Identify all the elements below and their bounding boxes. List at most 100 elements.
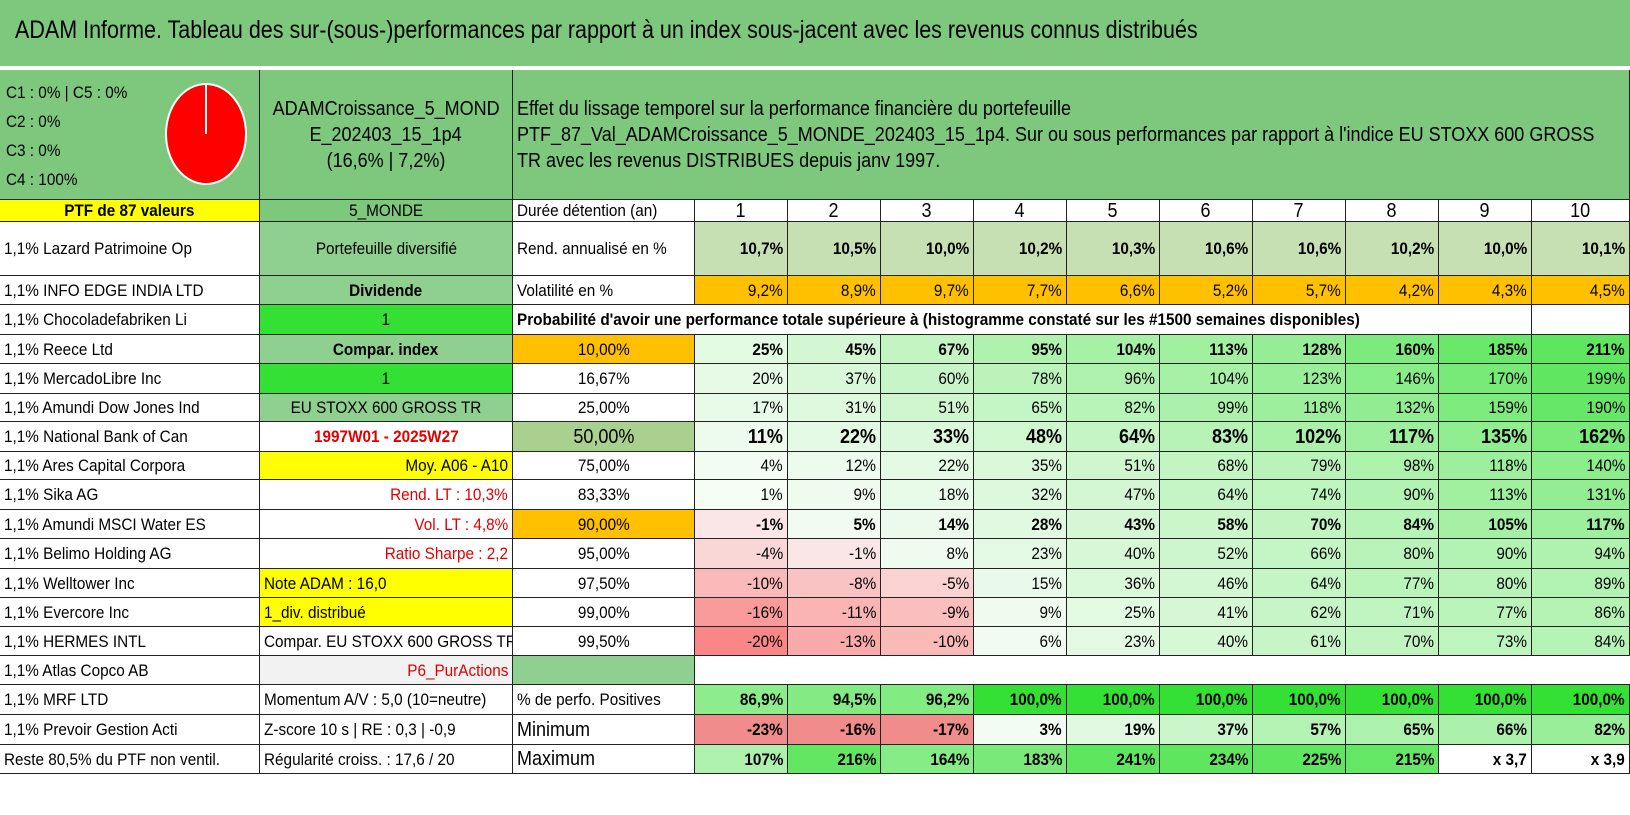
probability-value[interactable]: 80% xyxy=(1346,539,1439,569)
minimum-value[interactable]: -17% xyxy=(881,715,974,745)
probability-value[interactable]: 162% xyxy=(1532,422,1630,452)
description-cell[interactable]: Effet du lissage temporel sur la perform… xyxy=(513,70,1630,200)
probability-value[interactable]: 96% xyxy=(1067,364,1160,394)
volatilite-value[interactable]: 7,7% xyxy=(974,276,1067,305)
info-item[interactable]: 1 xyxy=(260,305,513,335)
positives-value[interactable]: 100,0% xyxy=(1067,685,1160,715)
info-item[interactable]: Dividende xyxy=(260,276,513,305)
year-header-3[interactable]: 3 xyxy=(881,200,974,222)
label-positives[interactable]: % de perfo. Positives xyxy=(513,685,695,715)
probability-value[interactable]: 83% xyxy=(1160,422,1253,452)
holding-item[interactable]: 1,1% Sika AG xyxy=(0,480,260,510)
probability-value[interactable]: 43% xyxy=(1067,510,1160,539)
holding-item[interactable]: 1,1% HERMES INTL xyxy=(0,627,260,656)
holding-item[interactable]: 1,1% Chocoladefabriken Li xyxy=(0,305,260,335)
positives-value[interactable]: 100,0% xyxy=(1160,685,1253,715)
probability-level[interactable]: 95,00% xyxy=(513,539,695,569)
probability-value[interactable]: 62% xyxy=(1253,598,1346,627)
year-header-8[interactable]: 8 xyxy=(1346,200,1439,222)
probability-value[interactable]: 113% xyxy=(1439,480,1532,510)
probability-value[interactable]: 82% xyxy=(1067,394,1160,422)
probability-level[interactable]: 99,00% xyxy=(513,598,695,627)
probability-value[interactable]: 46% xyxy=(1160,569,1253,598)
probability-value[interactable]: 84% xyxy=(1532,627,1630,656)
probability-value[interactable]: -5% xyxy=(881,569,974,598)
probability-value[interactable]: 146% xyxy=(1346,364,1439,394)
info-item[interactable]: 1997W01 - 2025W27 xyxy=(260,422,513,452)
probability-value[interactable]: 94% xyxy=(1532,539,1630,569)
info-item[interactable]: Z-score 10 s | RE : 0,3 | -0,9 xyxy=(260,715,513,745)
probability-level[interactable]: 16,67% xyxy=(513,364,695,394)
portfolio-name-cell[interactable]: ADAMCroissance_5_MOND E_202403_15_1p4 (16,… xyxy=(260,70,513,200)
probability-value[interactable]: 99% xyxy=(1160,394,1253,422)
rendement-value[interactable]: 10,2% xyxy=(1346,222,1439,276)
probability-value[interactable]: -11% xyxy=(788,598,881,627)
year-header-9[interactable]: 9 xyxy=(1439,200,1532,222)
volatilite-value[interactable]: 4,3% xyxy=(1439,276,1532,305)
probability-value[interactable]: 9% xyxy=(974,598,1067,627)
holding-item[interactable]: 1,1% Belimo Holding AG xyxy=(0,539,260,569)
probability-level[interactable]: 99,50% xyxy=(513,627,695,656)
probability-value[interactable]: 45% xyxy=(788,335,881,364)
probability-value[interactable]: 6% xyxy=(974,627,1067,656)
holding-item[interactable]: 1,1% Evercore Inc xyxy=(0,598,260,627)
info-item[interactable]: Portefeuille diversifié xyxy=(260,222,513,276)
holding-item[interactable]: 1,1% Atlas Copco AB xyxy=(0,656,260,685)
info-category[interactable]: 5_MONDE xyxy=(260,200,513,222)
label-probability[interactable]: Probabilité d'avoir une performance tota… xyxy=(513,305,1532,335)
probability-value[interactable]: 66% xyxy=(1253,539,1346,569)
info-item[interactable]: Rend. LT : 10,3% xyxy=(260,480,513,510)
probability-value[interactable]: 70% xyxy=(1346,627,1439,656)
minimum-value[interactable]: 3% xyxy=(974,715,1067,745)
maximum-value[interactable]: 225% xyxy=(1253,745,1346,774)
minimum-value[interactable]: 19% xyxy=(1067,715,1160,745)
probability-value[interactable]: 68% xyxy=(1160,452,1253,480)
year-header-4[interactable]: 4 xyxy=(974,200,1067,222)
holding-item[interactable]: Reste 80,5% du PTF non ventil. xyxy=(0,745,260,774)
probability-value[interactable]: 67% xyxy=(881,335,974,364)
probability-value[interactable]: 74% xyxy=(1253,480,1346,510)
probability-value[interactable]: 98% xyxy=(1346,452,1439,480)
probability-value[interactable]: 40% xyxy=(1160,627,1253,656)
probability-value[interactable]: 23% xyxy=(974,539,1067,569)
probability-value[interactable]: -9% xyxy=(881,598,974,627)
probability-value[interactable]: 41% xyxy=(1160,598,1253,627)
probability-value[interactable]: 77% xyxy=(1346,569,1439,598)
probability-value[interactable]: 105% xyxy=(1439,510,1532,539)
year-header-10[interactable]: 10 xyxy=(1532,200,1630,222)
year-header-6[interactable]: 6 xyxy=(1160,200,1253,222)
probability-value[interactable]: 86% xyxy=(1532,598,1630,627)
volatilite-value[interactable]: 4,5% xyxy=(1532,276,1630,305)
minimum-value[interactable]: -23% xyxy=(695,715,788,745)
probability-value[interactable]: 51% xyxy=(881,394,974,422)
probability-value[interactable]: 64% xyxy=(1160,480,1253,510)
probability-value[interactable]: 79% xyxy=(1253,452,1346,480)
minimum-value[interactable]: 37% xyxy=(1160,715,1253,745)
probability-value[interactable]: 51% xyxy=(1067,452,1160,480)
positives-value[interactable]: 100,0% xyxy=(1346,685,1439,715)
positives-value[interactable]: 100,0% xyxy=(974,685,1067,715)
holding-item[interactable]: 1,1% Reece Ltd xyxy=(0,335,260,364)
minimum-value[interactable]: -16% xyxy=(788,715,881,745)
probability-value[interactable]: 9% xyxy=(788,480,881,510)
probability-value[interactable]: 64% xyxy=(1067,422,1160,452)
rendement-value[interactable]: 10,2% xyxy=(974,222,1067,276)
holding-item[interactable]: 1,1% Ares Capital Corpora xyxy=(0,452,260,480)
volatilite-value[interactable]: 8,9% xyxy=(788,276,881,305)
volatilite-value[interactable]: 4,2% xyxy=(1346,276,1439,305)
holding-item[interactable]: 1,1% Amundi MSCI Water ES xyxy=(0,510,260,539)
rendement-value[interactable]: 10,0% xyxy=(1439,222,1532,276)
probability-value[interactable]: -4% xyxy=(695,539,788,569)
probability-value[interactable]: 132% xyxy=(1346,394,1439,422)
probability-value[interactable]: 71% xyxy=(1346,598,1439,627)
positives-value[interactable]: 86,9% xyxy=(695,685,788,715)
probability-value[interactable]: 131% xyxy=(1532,480,1630,510)
probability-value[interactable]: 117% xyxy=(1532,510,1630,539)
empty-cell[interactable] xyxy=(1532,305,1630,335)
probability-value[interactable]: 89% xyxy=(1532,569,1630,598)
probability-value[interactable]: 32% xyxy=(974,480,1067,510)
maximum-value[interactable]: x 3,9 xyxy=(1532,745,1630,774)
holding-item[interactable]: 1,1% Amundi Dow Jones Ind xyxy=(0,394,260,422)
probability-value[interactable]: 61% xyxy=(1253,627,1346,656)
holding-item[interactable]: 1,1% National Bank of Can xyxy=(0,422,260,452)
